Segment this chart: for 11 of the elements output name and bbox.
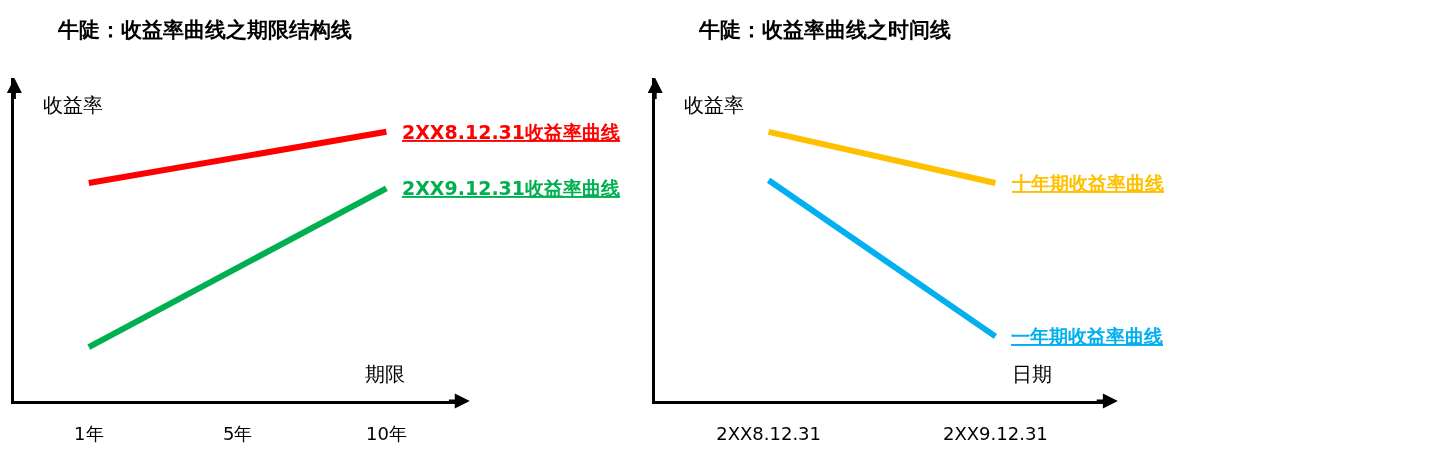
x-axis-title: 日期 [1012, 362, 1052, 386]
x-tick-label: 2XX9.12.31 [942, 422, 1048, 444]
x-tick-label: 1年 [74, 422, 104, 444]
x-tick-label: 5年 [222, 422, 253, 444]
y-axis-title: 收益率 [684, 93, 744, 117]
x-tick-label: 10年 [365, 422, 407, 444]
x-tick-label: 2XX8.12.31 [716, 422, 822, 444]
y-axis-title: 收益率 [43, 93, 103, 117]
chart-title: 牛陡：收益率曲线之时间线 [698, 18, 951, 42]
x-axis-title: 期限 [365, 362, 405, 386]
chart-title: 牛陡：收益率曲线之期限结构线 [57, 18, 352, 42]
